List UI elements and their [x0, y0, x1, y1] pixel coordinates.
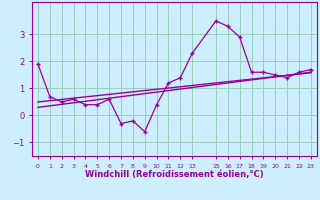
- X-axis label: Windchill (Refroidissement éolien,°C): Windchill (Refroidissement éolien,°C): [85, 170, 264, 179]
